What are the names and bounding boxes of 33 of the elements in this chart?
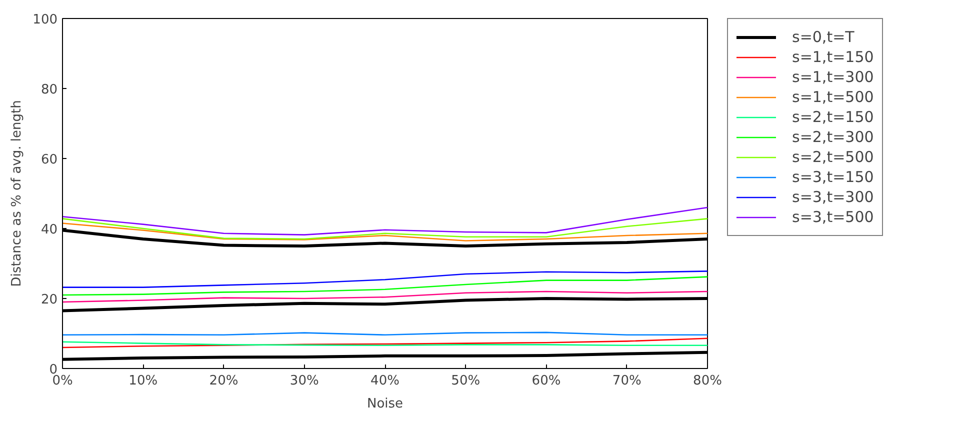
x-tick-label: 0% <box>52 374 73 388</box>
y-tick-label: 60 <box>40 152 58 168</box>
x-tick-label: 60% <box>532 374 561 388</box>
legend-label: s=2,t=300 <box>792 128 874 146</box>
legend-label: s=0,t=T <box>792 28 854 46</box>
line-series <box>62 222 708 242</box>
legend-label: s=1,t=500 <box>792 88 874 106</box>
legend-label: s=1,t=150 <box>792 48 874 66</box>
x-tick-label: 70% <box>612 374 642 388</box>
line-series <box>62 338 708 348</box>
legend-label: s=1,t=300 <box>792 68 874 86</box>
y-tick-label: 40 <box>40 222 58 238</box>
x-axis-title: Noise <box>366 396 404 412</box>
line-series <box>62 218 708 240</box>
y-tick-label: 100 <box>32 12 58 28</box>
x-tick-label: 10% <box>128 374 158 388</box>
y-axis-title: Distance as % of avg. length <box>10 100 25 287</box>
x-tick-label: 30% <box>290 374 319 388</box>
legend-label: s=3,t=150 <box>792 168 874 186</box>
y-tick-label: 80 <box>40 82 58 98</box>
line-series <box>62 206 708 236</box>
x-tick-label: 40% <box>370 374 400 388</box>
line-series <box>62 270 708 288</box>
legend-label: s=2,t=500 <box>792 148 874 166</box>
y-tick-label: 20 <box>40 292 58 308</box>
x-tick-label: 20% <box>209 374 238 388</box>
x-tick-label: 80% <box>693 374 722 388</box>
x-tick-label: 50% <box>451 374 480 388</box>
line-series <box>62 276 708 296</box>
legend-label: s=2,t=150 <box>792 108 874 126</box>
legend-label: s=3,t=300 <box>792 188 874 206</box>
line-series <box>62 290 708 303</box>
legend-label: s=3,t=500 <box>792 208 874 226</box>
